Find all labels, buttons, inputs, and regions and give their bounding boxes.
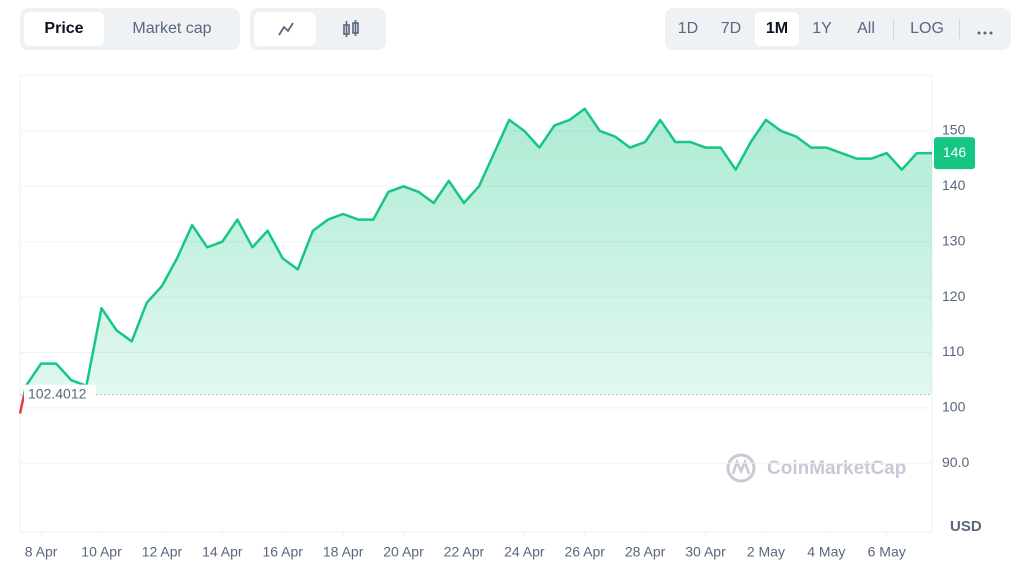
x-tick-label: 30 Apr	[685, 544, 726, 560]
x-tick-label: 22 Apr	[444, 544, 485, 560]
log-button[interactable]: LOG	[910, 20, 944, 37]
area	[24, 108, 932, 395]
x-tick-label: 6 May	[868, 544, 906, 560]
x-tick-label: 10 Apr	[81, 544, 122, 560]
price-badge-label: 146	[943, 144, 967, 160]
candle-icon	[343, 20, 359, 37]
y-tick-label: 140	[942, 177, 966, 193]
price-line	[22, 107, 932, 395]
reference-label-bg	[24, 384, 96, 405]
y-tick-label: 120	[942, 288, 966, 304]
x-tick-label: 16 Apr	[262, 544, 303, 560]
tab-group: Price Market cap	[20, 8, 240, 50]
price-badge	[934, 137, 975, 170]
range-button[interactable]: 1D	[677, 20, 699, 37]
y-tick-label: 130	[942, 232, 966, 248]
watermark: CoinMarketCap	[726, 453, 906, 483]
x-tick-label: 8 Apr	[25, 544, 58, 560]
unit-label: USD	[950, 518, 982, 535]
brand: CoinMarketCap	[767, 458, 906, 479]
candle-button[interactable]	[320, 12, 382, 46]
x-tick-label: 18 Apr	[323, 544, 364, 560]
x-tick-label: 20 Apr	[383, 544, 424, 560]
y-tick-label: 90.0	[942, 454, 969, 470]
range-button[interactable]: 1Y	[812, 20, 832, 37]
range-button[interactable]: 1M	[755, 12, 799, 46]
x-tick-label: 4 May	[807, 544, 845, 560]
range-button[interactable]: 7D	[720, 20, 742, 37]
reference-label: 102.4012	[28, 385, 87, 401]
range-button[interactable]: All	[857, 20, 875, 37]
y-tick-label: 150	[942, 122, 966, 138]
y-tick-label: 100	[942, 399, 966, 415]
chart-type-group	[250, 8, 386, 50]
x-tick-label: 26 Apr	[564, 544, 605, 560]
x-tick-label: 24 Apr	[504, 544, 545, 560]
tab[interactable]: Price	[24, 12, 104, 46]
x-tick-label: 14 Apr	[202, 544, 243, 560]
line-button[interactable]	[254, 12, 316, 46]
range-group: 1D 7D 1M 1Y All LOG	[665, 8, 1011, 50]
separator	[959, 19, 960, 39]
price-line-below	[18, 394, 26, 414]
y-tick-label: 110	[942, 343, 965, 359]
x-tick-label: 28 Apr	[625, 544, 666, 560]
x-tick-label: 12 Apr	[142, 544, 183, 560]
line-icon	[278, 22, 294, 36]
separator	[893, 19, 894, 39]
more-icon	[977, 31, 993, 35]
tab[interactable]: Market cap	[132, 20, 212, 37]
more-button[interactable]	[965, 12, 1005, 46]
x-tick-label: 2 May	[747, 544, 785, 560]
